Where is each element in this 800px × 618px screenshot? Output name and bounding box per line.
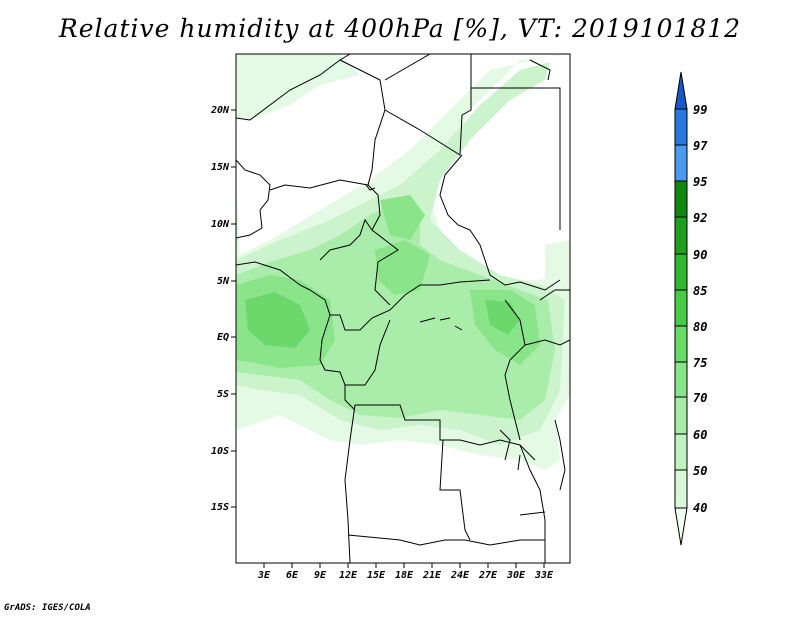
colorbar-label-99: 99 [693,103,707,117]
lon-label-18e: 18E [395,570,414,581]
rh-40-east [545,240,570,300]
country-borders [236,54,570,563]
lon-label-6e: 6E [286,570,299,581]
colorbar-segment-95 [674,144,688,182]
humidity-shading [236,54,570,470]
colorbar-label-85: 85 [693,284,707,298]
grads-credit: GrADS: IGES/COLA [4,603,91,613]
lat-label-eq: EQ [217,332,229,343]
longitude-labels: 3E 6E 9E 12E 15E 18E 21E 24E 27E 30E 33E [257,570,554,581]
map-frame [235,53,571,564]
colorbar-segment-80 [674,289,688,327]
lat-label-10s: 10S [211,446,229,457]
colorbar [674,71,688,546]
lat-label-20n: 20N [210,105,230,116]
lon-label-30e: 30E [506,570,526,581]
lat-label-5n: 5N [217,276,230,287]
colorbar-label-75: 75 [693,356,707,370]
colorbar-label-70: 70 [693,391,707,405]
colorbar-segment-85 [674,253,688,291]
lon-label-27e: 27E [478,570,498,581]
lon-label-12e: 12E [339,570,358,581]
colorbar-high-arrow [674,71,688,110]
colorbar-segment-40 [674,469,688,509]
colorbar-label-40: 40 [693,501,707,515]
colorbar-label-60: 60 [693,428,707,442]
colorbar-label-90: 90 [693,248,707,262]
lat-label-10n: 10N [211,219,230,230]
colorbar-segment-90 [674,216,688,255]
colorbar-segment-97 [674,108,688,146]
colorbar-segment-92 [674,180,688,218]
colorbar-label-97: 97 [693,139,708,153]
colorbar-labels: 40 50 60 70 75 80 85 90 92 95 97 99 [693,103,708,515]
lon-label-33e: 33E [534,570,554,581]
lat-label-5s: 5S [217,389,229,400]
rh-75-region [245,292,310,348]
colorbar-segment-70 [674,361,688,398]
colorbar-label-50: 50 [693,464,707,478]
colorbar-segment-60 [674,396,688,435]
rh-40-north [236,54,360,120]
colorbar-label-92: 92 [693,211,707,225]
colorbar-segment-75 [674,325,688,363]
lon-label-3e: 3E [257,570,271,581]
colorbar-segment-50 [674,433,688,471]
lon-label-21e: 21E [422,570,442,581]
lon-label-15e: 15E [367,570,386,581]
lon-label-24e: 24E [450,570,470,581]
axis-ticks [231,109,545,568]
colorbar-label-80: 80 [693,320,707,334]
latitude-labels: 20N 15N 10N 5N EQ 5S 10S 15S [210,105,230,513]
rh-70-central [375,240,430,295]
lat-label-15s: 15S [211,502,229,513]
lon-label-9e: 9E [314,570,327,581]
lat-label-15n: 15N [211,162,230,173]
rh-70-ne [380,195,425,240]
colorbar-low-arrow [674,507,688,546]
chart-title: Relative humidity at 400hPa [%], VT: 201… [58,14,742,43]
colorbar-label-95: 95 [693,175,707,189]
